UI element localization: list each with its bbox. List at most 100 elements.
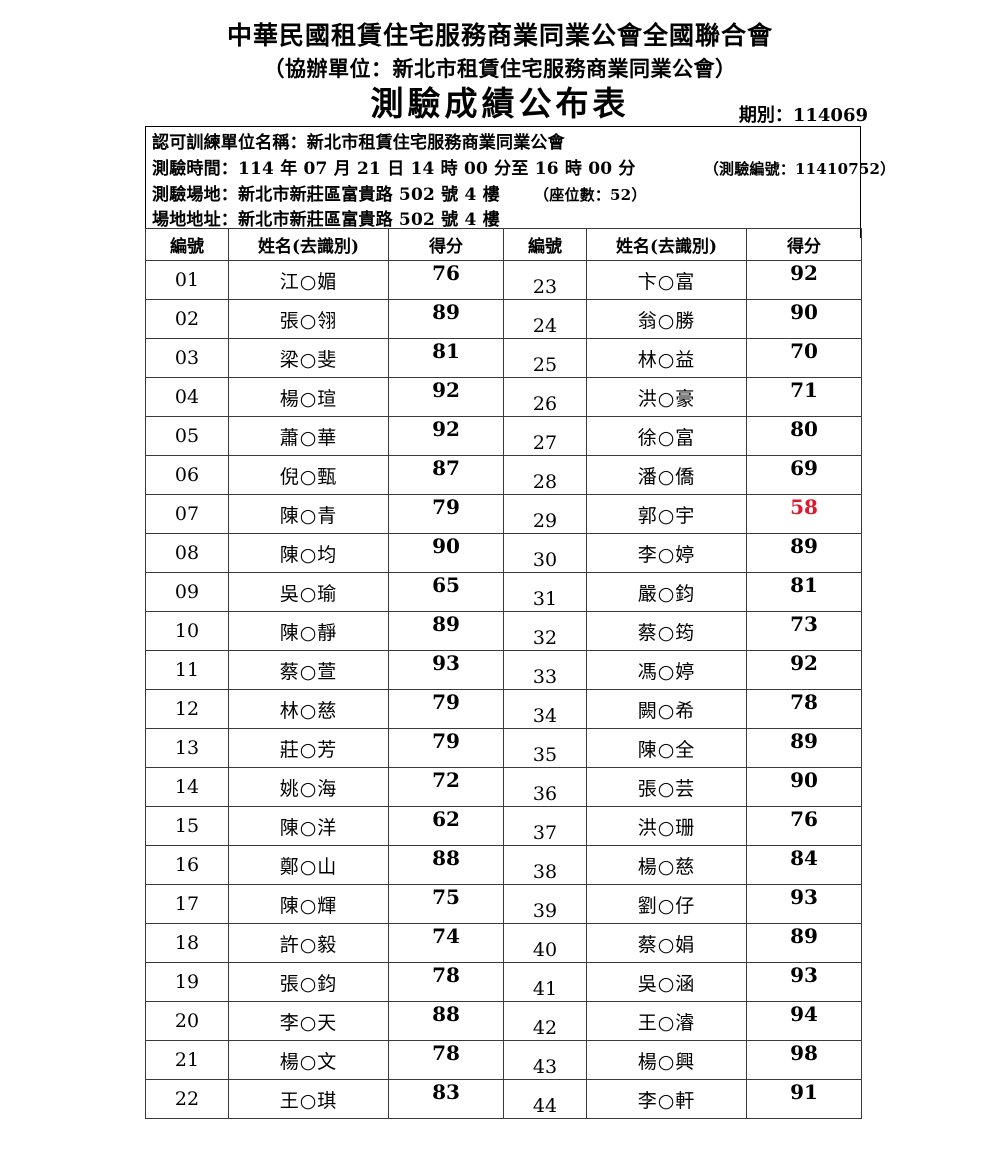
cell-name-right: 張○芸 bbox=[586, 767, 747, 807]
cell-score-right: 73 bbox=[746, 611, 862, 651]
table-row: 04 楊○瑄 92 26 洪○豪 71 bbox=[145, 377, 862, 417]
cell-score-right: 92 bbox=[746, 650, 862, 690]
cell-name-right: 郭○宇 bbox=[586, 494, 747, 534]
cell-name-right: 王○濬 bbox=[586, 1001, 747, 1041]
table-row: 01 江○媚 76 23 卞○富 92 bbox=[145, 260, 862, 300]
cell-serial-left: 18 bbox=[145, 923, 229, 963]
score-table: 編號 姓名(去識別) 得分 編號 姓名(去識別) 得分 01 江○媚 76 23 卞○富… bbox=[145, 228, 862, 1119]
cell-name-right: 翁○勝 bbox=[586, 299, 747, 339]
exam-time-text: 測驗時間：114 年 07 月 21 日 14 時 00 分至 16 時 00 … bbox=[152, 158, 636, 179]
cell-score-left: 92 bbox=[388, 416, 504, 456]
column-header-id-right: 編號 bbox=[503, 228, 587, 261]
cell-serial-left: 20 bbox=[145, 1001, 229, 1041]
cell-name-right: 楊○興 bbox=[586, 1040, 747, 1080]
table-row: 16 鄭○山 88 38 楊○慈 84 bbox=[145, 845, 862, 885]
cell-serial-left: 17 bbox=[145, 884, 229, 924]
table-body: 01 江○媚 76 23 卞○富 92 02 張○翎 89 24 翁○勝 90 03 梁○斐 81 25 林○益… bbox=[145, 260, 862, 1119]
cell-name-right: 吳○涵 bbox=[586, 962, 747, 1002]
venue-address-line: 場地地址：新北市新莊區富貴路 502 號 4 樓 bbox=[152, 210, 500, 231]
cell-serial-left: 07 bbox=[145, 494, 229, 534]
cell-serial-left: 03 bbox=[145, 338, 229, 378]
exam-venue-line: 測驗場地：新北市新莊區富貴路 502 號 4 樓 （座位數：52） bbox=[152, 183, 860, 209]
cell-serial-left: 16 bbox=[145, 845, 229, 885]
cell-score-right: 69 bbox=[746, 455, 862, 495]
table-row: 12 林○慈 79 34 闕○希 78 bbox=[145, 689, 862, 729]
cell-serial-right: 39 bbox=[503, 884, 587, 924]
cell-serial-right: 37 bbox=[503, 806, 587, 846]
cell-name-right: 洪○珊 bbox=[586, 806, 747, 846]
organization-title: 中華民國租賃住宅服務商業同業公會全國聯合會 bbox=[226, 21, 773, 50]
cell-score-left: 89 bbox=[388, 299, 504, 339]
column-header-id-left: 編號 bbox=[145, 228, 229, 261]
cell-name-right: 林○益 bbox=[586, 338, 747, 378]
cell-score-left: 79 bbox=[388, 728, 504, 768]
table-row: 19 張○鈞 78 41 吳○涵 93 bbox=[145, 962, 862, 1002]
cell-serial-left: 12 bbox=[145, 689, 229, 729]
cell-name-left: 李○天 bbox=[228, 1001, 389, 1041]
table-row: 05 蕭○華 92 27 徐○富 80 bbox=[145, 416, 862, 456]
cell-score-right: 89 bbox=[746, 923, 862, 963]
cell-score-right: 76 bbox=[746, 806, 862, 846]
cell-score-left: 88 bbox=[388, 1001, 504, 1041]
cell-score-left: 79 bbox=[388, 689, 504, 729]
table-row: 07 陳○青 79 29 郭○宇 58 bbox=[145, 494, 862, 534]
cell-serial-right: 25 bbox=[503, 338, 587, 378]
cell-score-left: 78 bbox=[388, 962, 504, 1002]
table-row: 17 陳○輝 75 39 劉○仔 93 bbox=[145, 884, 862, 924]
cell-name-left: 莊○芳 bbox=[228, 728, 389, 768]
cell-serial-left: 22 bbox=[145, 1079, 229, 1119]
cell-name-left: 蕭○華 bbox=[228, 416, 389, 456]
cell-name-right: 洪○豪 bbox=[586, 377, 747, 417]
cell-serial-right: 38 bbox=[503, 845, 587, 885]
cell-score-left: 78 bbox=[388, 1040, 504, 1080]
cell-name-left: 張○翎 bbox=[228, 299, 389, 339]
table-row: 03 梁○斐 81 25 林○益 70 bbox=[145, 338, 862, 378]
cell-serial-right: 40 bbox=[503, 923, 587, 963]
table-row: 10 陳○靜 89 32 蔡○筠 73 bbox=[145, 611, 862, 651]
seat-count-text: （座位數：52） bbox=[534, 185, 647, 204]
cell-name-right: 劉○仔 bbox=[586, 884, 747, 924]
cell-name-right: 李○婷 bbox=[586, 533, 747, 573]
table-header-row: 編號 姓名(去識別) 得分 編號 姓名(去識別) 得分 bbox=[145, 228, 862, 261]
cell-serial-left: 19 bbox=[145, 962, 229, 1002]
cell-name-left: 陳○輝 bbox=[228, 884, 389, 924]
cell-serial-right: 32 bbox=[503, 611, 587, 651]
cell-serial-left: 14 bbox=[145, 767, 229, 807]
cell-serial-left: 11 bbox=[145, 650, 229, 690]
table-row: 20 李○天 88 42 王○濬 94 bbox=[145, 1001, 862, 1041]
cell-serial-right: 43 bbox=[503, 1040, 587, 1080]
cell-score-right: 81 bbox=[746, 572, 862, 612]
cell-score-right: 98 bbox=[746, 1040, 862, 1080]
cell-name-right: 卞○富 bbox=[586, 260, 747, 300]
cell-score-left: 81 bbox=[388, 338, 504, 378]
cell-serial-right: 27 bbox=[503, 416, 587, 456]
cell-name-right: 蔡○娟 bbox=[586, 923, 747, 963]
column-header-name-left: 姓名(去識別) bbox=[228, 228, 389, 261]
table-row: 22 王○琪 83 44 李○軒 91 bbox=[145, 1079, 862, 1119]
cell-score-right: 89 bbox=[746, 728, 862, 768]
cell-name-right: 蔡○筠 bbox=[586, 611, 747, 651]
cell-serial-right: 35 bbox=[503, 728, 587, 768]
cell-name-left: 王○琪 bbox=[228, 1079, 389, 1119]
cell-serial-right: 42 bbox=[503, 1001, 587, 1041]
cell-score-right: 93 bbox=[746, 884, 862, 924]
table-row: 08 陳○均 90 30 李○婷 89 bbox=[145, 533, 862, 573]
cell-name-left: 鄭○山 bbox=[228, 845, 389, 885]
table-row: 02 張○翎 89 24 翁○勝 90 bbox=[145, 299, 862, 339]
exam-info-box: 認可訓練單位名稱：新北市租賃住宅服務商業同業公會 測驗時間：114 年 07 月… bbox=[145, 126, 895, 239]
exam-time-line: 測驗時間：114 年 07 月 21 日 14 時 00 分至 16 時 00 … bbox=[152, 157, 895, 183]
cell-name-left: 楊○瑄 bbox=[228, 377, 389, 417]
cell-name-left: 陳○青 bbox=[228, 494, 389, 534]
page-title: 測驗成績公布表 bbox=[370, 84, 630, 124]
cell-name-left: 楊○文 bbox=[228, 1040, 389, 1080]
cell-score-right: 90 bbox=[746, 299, 862, 339]
cell-name-left: 陳○洋 bbox=[228, 806, 389, 846]
cell-name-left: 江○媚 bbox=[228, 260, 389, 300]
cell-score-right: 71 bbox=[746, 377, 862, 417]
column-header-score-right: 得分 bbox=[746, 228, 862, 261]
cell-serial-left: 02 bbox=[145, 299, 229, 339]
main-title-row: 測驗成績公布表 期別：114069 bbox=[0, 84, 1000, 130]
cell-serial-right: 23 bbox=[503, 260, 587, 300]
cell-serial-right: 28 bbox=[503, 455, 587, 495]
cell-serial-right: 31 bbox=[503, 572, 587, 612]
